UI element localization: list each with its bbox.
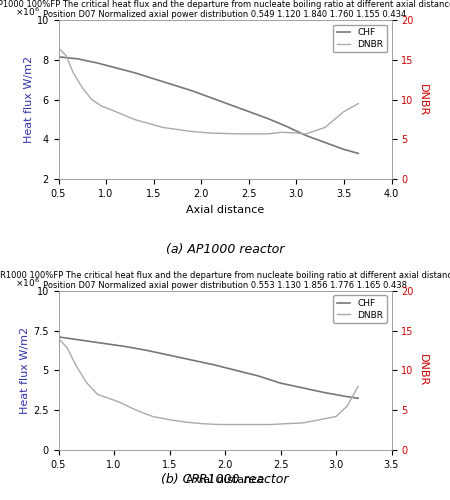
DNBR — [113, 108, 118, 114]
DNBR — [132, 116, 137, 122]
DNBR — [134, 407, 139, 413]
CHF — [234, 368, 239, 374]
Text: $\times 10^6$: $\times 10^6$ — [15, 6, 40, 18]
Line: DNBR: DNBR — [58, 338, 358, 424]
CHF — [151, 76, 156, 82]
CHF — [256, 373, 261, 379]
DNBR — [84, 380, 89, 386]
DNBR — [89, 96, 94, 102]
Y-axis label: DNBR: DNBR — [418, 84, 428, 116]
CHF — [94, 60, 99, 66]
DNBR — [303, 131, 309, 137]
DNBR — [317, 416, 322, 422]
DNBR — [356, 100, 361, 106]
DNBR — [322, 124, 328, 130]
DNBR — [94, 392, 100, 398]
DNBR — [189, 128, 194, 134]
DNBR — [250, 422, 256, 428]
CHF — [265, 116, 270, 121]
CHF — [170, 82, 176, 87]
CHF — [56, 334, 61, 340]
DNBR — [341, 108, 346, 114]
DNBR — [294, 130, 299, 136]
Line: CHF: CHF — [58, 337, 358, 398]
DNBR — [65, 345, 70, 351]
CHF — [189, 357, 194, 363]
CHF — [75, 56, 80, 62]
CHF — [356, 150, 361, 156]
CHF — [122, 344, 128, 349]
Legend: CHF, DNBR: CHF, DNBR — [333, 296, 387, 323]
DNBR — [106, 395, 111, 401]
DNBR — [300, 420, 306, 426]
CHF — [78, 337, 83, 343]
Text: (b) CPR1000 reactor: (b) CPR1000 reactor — [161, 472, 289, 486]
CHF — [208, 94, 213, 100]
DNBR — [161, 124, 166, 130]
CHF — [356, 395, 361, 401]
DNBR — [344, 403, 350, 409]
Title: CPR1000 100%FP The critical heat flux and the departure from nucleate boiling ra: CPR1000 100%FP The critical heat flux an… — [0, 270, 450, 290]
CHF — [278, 380, 283, 386]
DNBR — [237, 131, 242, 137]
DNBR — [356, 384, 361, 390]
CHF — [167, 352, 172, 358]
CHF — [144, 348, 150, 354]
Y-axis label: Heat flux W/m2: Heat flux W/m2 — [21, 327, 31, 414]
DNBR — [279, 130, 285, 136]
CHF — [189, 88, 194, 94]
CHF — [344, 394, 350, 400]
Y-axis label: DNBR: DNBR — [418, 354, 428, 386]
DNBR — [80, 84, 85, 90]
DNBR — [56, 336, 61, 342]
CHF — [111, 342, 117, 348]
DNBR — [184, 419, 189, 425]
DNBR — [63, 53, 69, 59]
DNBR — [117, 399, 122, 405]
CHF — [284, 124, 289, 130]
DNBR — [70, 69, 76, 75]
DNBR — [217, 422, 222, 428]
CHF — [211, 362, 216, 368]
DNBR — [333, 414, 339, 420]
DNBR — [265, 131, 270, 137]
Line: CHF: CHF — [58, 57, 358, 154]
CHF — [56, 54, 61, 60]
DNBR — [234, 422, 239, 428]
DNBR — [200, 420, 206, 426]
CHF — [322, 390, 328, 396]
CHF — [100, 340, 106, 346]
Y-axis label: Heat flux W/m2: Heat flux W/m2 — [24, 56, 34, 143]
CHF — [300, 385, 306, 391]
DNBR — [99, 103, 104, 109]
CHF — [322, 140, 328, 145]
DNBR — [150, 414, 156, 420]
CHF — [132, 70, 137, 76]
X-axis label: Axial distance: Axial distance — [186, 204, 264, 214]
DNBR — [56, 45, 61, 51]
DNBR — [267, 422, 272, 428]
Legend: CHF, DNBR: CHF, DNBR — [333, 24, 387, 52]
CHF — [113, 65, 118, 71]
Title: AP1000 100%FP The critical heat flux and the departure from nucleate boiling rat: AP1000 100%FP The critical heat flux and… — [0, 0, 450, 19]
DNBR — [167, 416, 172, 422]
Line: DNBR: DNBR — [58, 48, 358, 134]
DNBR — [284, 420, 289, 426]
CHF — [341, 146, 346, 152]
Text: (a) AP1000 reactor: (a) AP1000 reactor — [166, 242, 284, 256]
DNBR — [208, 130, 213, 136]
Text: $\times 10^6$: $\times 10^6$ — [15, 276, 40, 289]
CHF — [246, 108, 252, 114]
X-axis label: Axial distance: Axial distance — [186, 476, 264, 486]
DNBR — [72, 361, 78, 367]
CHF — [227, 102, 233, 107]
CHF — [303, 132, 309, 138]
